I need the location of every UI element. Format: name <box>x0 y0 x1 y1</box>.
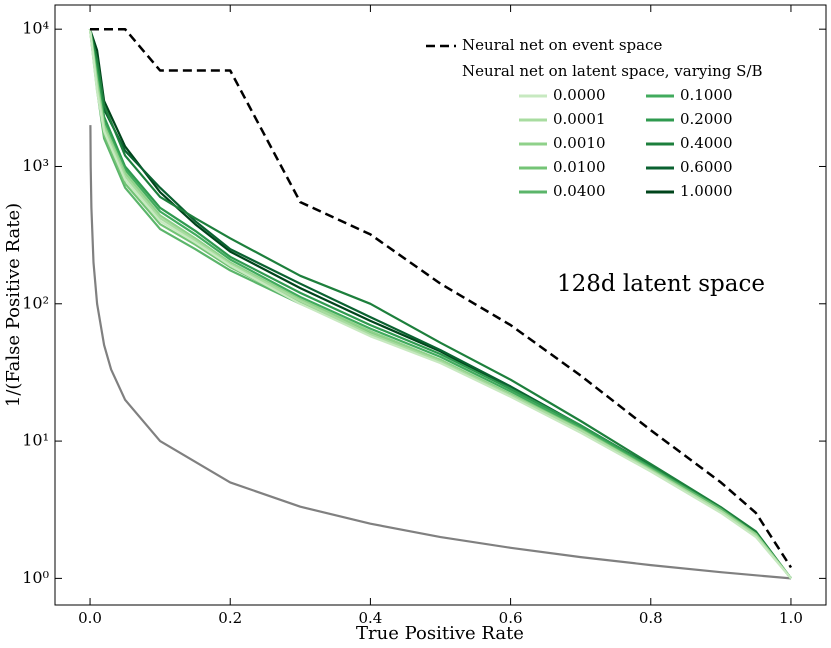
plot-frame <box>54 4 827 606</box>
x-axis-label: True Positive Rate <box>356 623 524 644</box>
legend-label: 0.4000 <box>680 134 733 152</box>
y-axis-label: 1/(False Positive Rate) <box>3 203 24 407</box>
series-line <box>89 125 792 580</box>
x-tick-label: 0.8 <box>639 609 663 627</box>
legend-label: 0.0001 <box>553 110 606 128</box>
y-tick-label: 10¹ <box>22 431 49 450</box>
series-line <box>88 29 792 580</box>
legend-label: 0.0000 <box>553 86 606 104</box>
legend-title: Neural net on latent space, varying S/B <box>462 62 763 80</box>
x-tick-label: 0.0 <box>78 609 102 627</box>
plot-area <box>88 27 793 580</box>
x-tick-label: 0.6 <box>499 609 523 627</box>
y-tick-label: 10² <box>22 293 49 312</box>
legend-label: 1.0000 <box>680 182 733 200</box>
legend-label: 0.1000 <box>680 86 733 104</box>
x-tick-label: 1.0 <box>779 609 803 627</box>
x-tick-label: 0.2 <box>218 609 242 627</box>
y-tick-label: 10⁴ <box>22 19 49 38</box>
legend-label: 0.6000 <box>680 158 733 176</box>
legend-label: Neural net on event space <box>462 36 662 54</box>
legend-label: 0.0010 <box>553 134 606 152</box>
legend-label: 0.0400 <box>553 182 606 200</box>
x-tick-label: 0.4 <box>358 609 382 627</box>
series-line <box>88 29 792 580</box>
legend-label: 0.0100 <box>553 158 606 176</box>
series-line <box>90 27 793 569</box>
annotation: 128d latent space <box>557 271 765 297</box>
y-tick-label: 10³ <box>22 156 49 175</box>
y-tick-label: 10⁰ <box>22 568 49 587</box>
legend-label: 0.2000 <box>680 110 733 128</box>
series-line <box>88 28 792 580</box>
